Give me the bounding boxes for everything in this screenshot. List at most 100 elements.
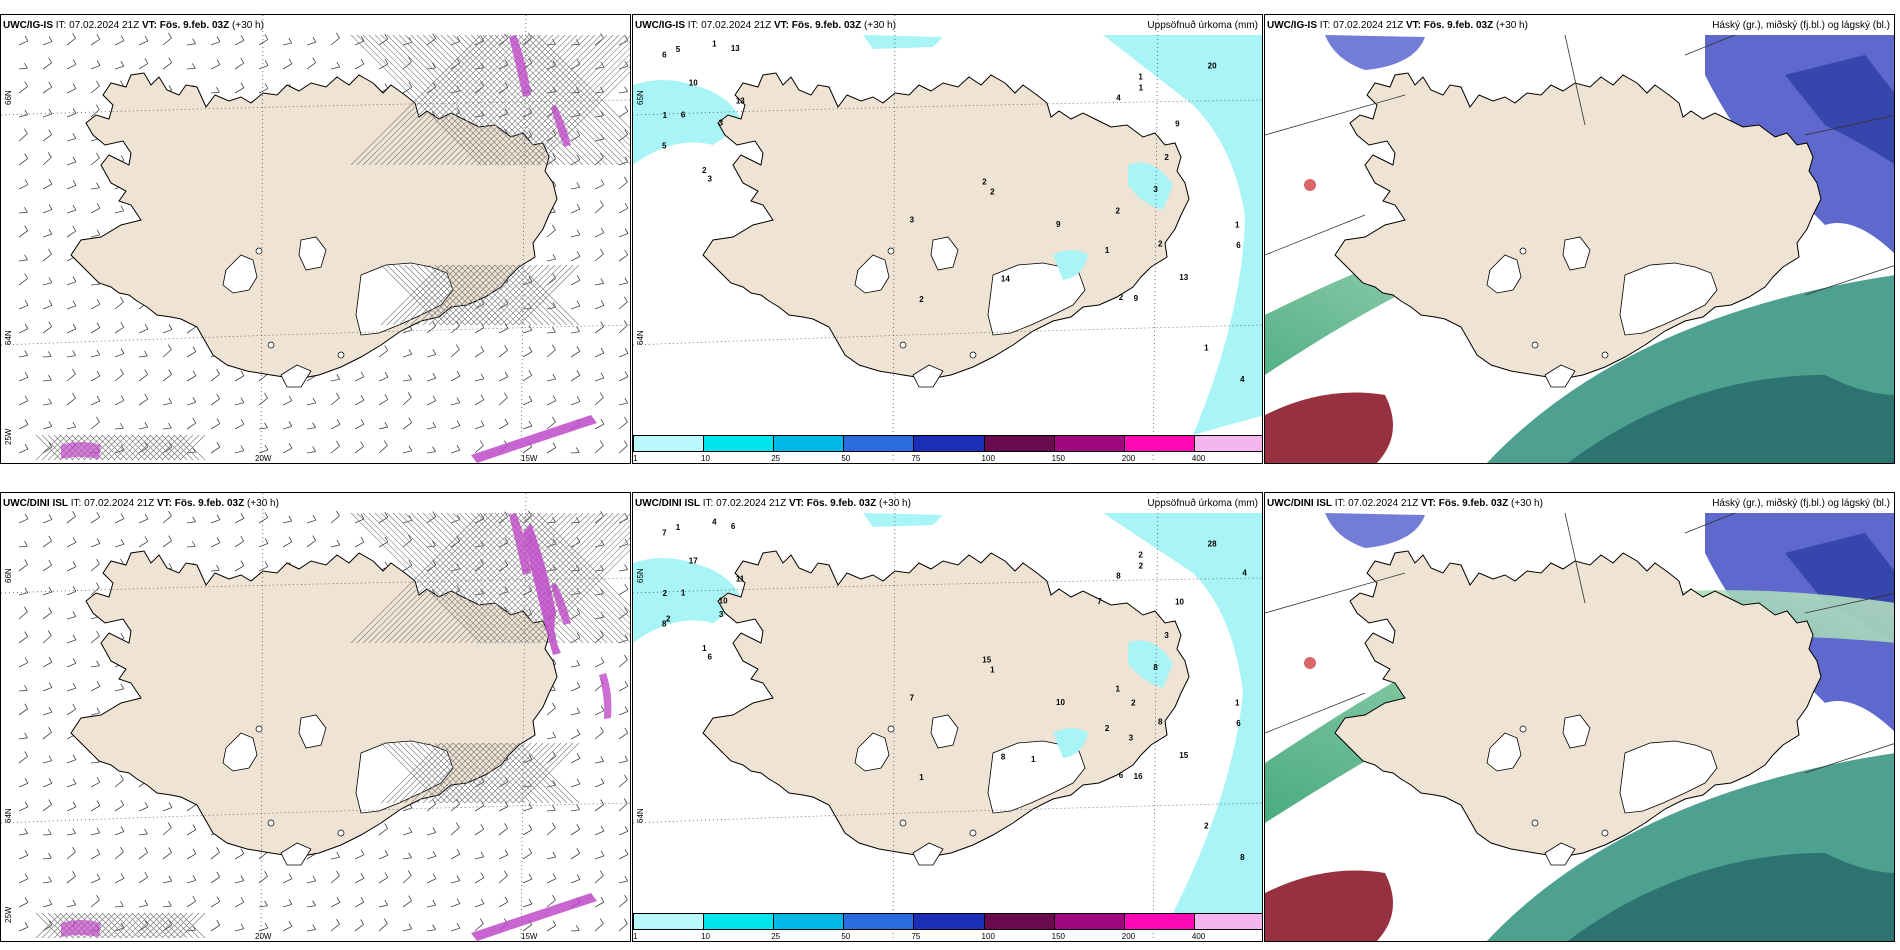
iceland-landmass [70, 550, 558, 858]
glacier [987, 262, 1086, 336]
model-name: UWC/DINI ISL [3, 498, 68, 509]
cloud-map-panel-bottom: UWC/DINI ISL IT: 07.02.2024 21Z VT: Fös.… [1264, 492, 1895, 942]
hatched-area [380, 742, 580, 804]
colorbar-swatch [983, 435, 1055, 452]
latitude-label: 64N [4, 808, 13, 823]
precip-value: 4 [712, 517, 717, 526]
colorbar-swatch [633, 435, 705, 452]
glacier [1544, 842, 1576, 866]
lake [969, 829, 977, 837]
precip-value: 13 [1179, 273, 1188, 282]
init-time: IT: 07.02.2024 21Z [68, 498, 157, 509]
glacier [355, 740, 454, 814]
precip-value: 1 [712, 39, 717, 48]
field-title: Háský (gr.), miðský (fj.bl.) og lágský (… [1712, 498, 1890, 509]
glacier [1562, 236, 1591, 271]
glacier [222, 254, 258, 294]
colorbar-tick: 400 [1191, 932, 1206, 941]
colorbar-tick: 150 [1051, 454, 1066, 463]
panel-title: UWC/DINI ISL IT: 07.02.2024 21Z VT: Fös.… [1267, 498, 1543, 509]
precip-value: 6 [1236, 719, 1241, 728]
init-time: IT: 07.02.2024 21Z [53, 20, 142, 31]
cloud-map [1265, 34, 1894, 463]
lead-time: (+30 h) [861, 20, 896, 31]
lead-time: (+30 h) [1508, 498, 1543, 509]
precip-value: 4 [1242, 569, 1247, 578]
colorbar-swatch [703, 913, 775, 930]
precip-value: 6 [1236, 241, 1241, 250]
wind-map: 66N 64N 25W 20W 15W [1, 15, 630, 463]
precip-value: 7 [910, 694, 915, 703]
panel-title: UWC/IG-IS IT: 07.02.2024 21Z VT: Fös. 9.… [3, 20, 264, 31]
valid-time: VT: Fös. 9.feb. 03Z [156, 498, 245, 509]
colorbar-tick: 25 [771, 454, 781, 463]
wind-map-panel-top: 66N 64N 25W 20W 15W UWC/IG-IS IT: 07.02.2024 … [0, 14, 631, 464]
longitude-label: 15W [521, 932, 538, 941]
latitude-label: 25W [4, 428, 13, 445]
precip-map: 65N64N1061136828156877881115101716106884… [633, 493, 1262, 941]
glacier [1562, 714, 1591, 749]
valid-time: VT: Fös. 9.feb. 03Z [1405, 20, 1494, 31]
precip-value: 1 [1204, 344, 1209, 353]
lake [267, 819, 275, 827]
colorbar-tick: 10 [701, 932, 711, 941]
init-time: IT: 07.02.2024 21Z [1332, 498, 1421, 509]
precip-value: 8 [1153, 663, 1158, 672]
colorbar-swatch [913, 435, 985, 452]
panel-title: UWC/IG-IS IT: 07.02.2024 21Z VT: Fös. 9.… [635, 20, 896, 31]
colorbar-swatch [1053, 435, 1125, 452]
glacier [912, 842, 944, 866]
iceland-landmass [702, 72, 1190, 380]
colorbar-swatch [1053, 913, 1125, 930]
colorbar-tick: 25 [771, 932, 781, 941]
lead-time: (+30 h) [244, 498, 279, 509]
iceland-landmass [70, 72, 558, 380]
precip-colorbar: 1 10 25 50 75 100 150 200 400 [633, 911, 1262, 941]
precip-value: 1 [702, 644, 707, 653]
lake [887, 725, 895, 733]
precip-value: 3 [719, 610, 724, 619]
precip-value: 3 [1153, 185, 1158, 194]
lake [899, 819, 907, 827]
longitude-label: 20W [255, 932, 272, 941]
precip-value: 3 [719, 119, 724, 128]
precip-value: 20 [1208, 62, 1217, 71]
model-name: UWC/IG-IS [1267, 20, 1317, 31]
precip-value: 2 [919, 295, 924, 304]
precip-value: 1 [1031, 755, 1036, 764]
precip-value: 5 [676, 45, 681, 54]
colorbar-tick: 200 [1121, 454, 1136, 463]
valid-time: VT: Fös. 9.feb. 03Z [141, 20, 230, 31]
init-time: IT: 07.02.2024 21Z [685, 20, 774, 31]
colorbar-swatch [773, 435, 845, 452]
glacier [987, 740, 1086, 814]
colorbar-tick: 50 [841, 454, 851, 463]
lake [969, 351, 977, 359]
valid-time: VT: Fös. 9.feb. 03Z [788, 498, 877, 509]
precip-value: 11 [736, 574, 745, 583]
colorbar-tick: 200 [1121, 932, 1136, 941]
precip-value: 10 [1056, 698, 1065, 707]
longitude-label: 20W [255, 454, 272, 463]
colorbar-swatch [843, 913, 915, 930]
precip-value: 2 [666, 614, 671, 623]
colorbar-swatch [913, 913, 985, 930]
colorbar-swatch [1193, 435, 1262, 452]
precip-value: 10 [719, 597, 728, 606]
colorbar-swatch [1193, 913, 1262, 930]
valid-time: VT: Fös. 9.feb. 03Z [773, 20, 862, 31]
precip-value: 8 [1158, 717, 1163, 726]
lake [899, 341, 907, 349]
lake [1531, 341, 1539, 349]
precip-value: 1 [681, 589, 686, 598]
cloud-map [1265, 512, 1894, 941]
lake [1531, 819, 1539, 827]
colorbar-tick: 50 [841, 932, 851, 941]
precip-value: 1 [663, 111, 668, 120]
colorbar-tick: 75 [911, 454, 921, 463]
precip-value: 2 [1158, 239, 1163, 248]
precip-value: 9 [1134, 294, 1139, 303]
colorbar-tick: 400 [1191, 454, 1206, 463]
latitude-label: 65N [636, 568, 645, 583]
colorbar-tick: 100 [981, 932, 995, 941]
